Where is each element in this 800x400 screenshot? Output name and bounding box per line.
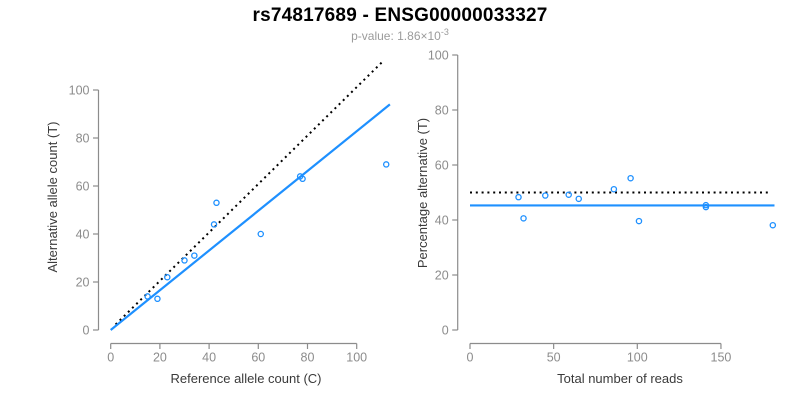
chart-subtitle: p-value: 1.86×10-3 [0,27,800,43]
data-point [382,161,390,168]
allele-counts-plot-y-label: Alternative allele count (T) [45,121,60,272]
data-point [542,192,549,199]
x-tick-label: 0 [467,351,474,365]
fitted-ratio-line [110,103,391,331]
x-tick-label: 100 [346,351,367,365]
data-point [144,293,151,300]
y-tick-label: 20 [435,269,449,283]
data-point [181,257,188,264]
x-tick-label: 150 [711,351,732,365]
data-point [635,217,643,225]
data-point [520,215,527,222]
allele-counts-plot-x-label: Reference allele count (C) [170,371,321,386]
x-tick-label: 40 [202,351,216,365]
pvalue-text: p-value: 1.86×10 [351,29,441,43]
data-point [213,199,220,207]
data-point [191,252,198,259]
percentage-vs-reads-plot-x-label: Total number of reads [557,371,683,386]
identity-line-y-equals-x [114,59,385,326]
data-point [610,185,618,193]
data-point [702,203,710,211]
data-point [627,174,634,182]
data-point [164,273,171,281]
y-tick-label: 40 [435,214,449,228]
x-tick-label: 20 [153,351,167,365]
data-point [299,175,306,183]
data-point [210,221,218,228]
y-tick-label: 60 [435,159,449,173]
chart-title: rs74817689 - ENSG00000033327 [252,5,548,26]
y-tick-label: 0 [442,324,449,338]
data-point [257,230,265,238]
x-tick-label: 50 [547,351,561,365]
y-tick-label: 20 [76,276,90,290]
y-tick-label: 40 [76,228,90,242]
y-tick-label: 80 [76,132,90,146]
y-tick-label: 100 [69,84,90,98]
data-point [769,221,777,229]
x-tick-label: 80 [301,351,315,365]
x-tick-label: 100 [627,351,648,365]
y-tick-label: 60 [76,180,90,194]
data-point [154,295,161,303]
percentage-vs-reads-plot-y-label: Percentage alternative (T) [415,118,430,268]
x-tick-label: 0 [107,351,114,365]
data-point [565,191,572,198]
x-tick-label: 60 [251,351,265,365]
pvalue-exponent: -3 [440,27,449,37]
data-point [515,193,522,201]
y-tick-label: 100 [428,49,449,63]
y-tick-label: 0 [83,324,90,338]
y-tick-label: 80 [435,104,449,118]
data-point [575,195,582,203]
